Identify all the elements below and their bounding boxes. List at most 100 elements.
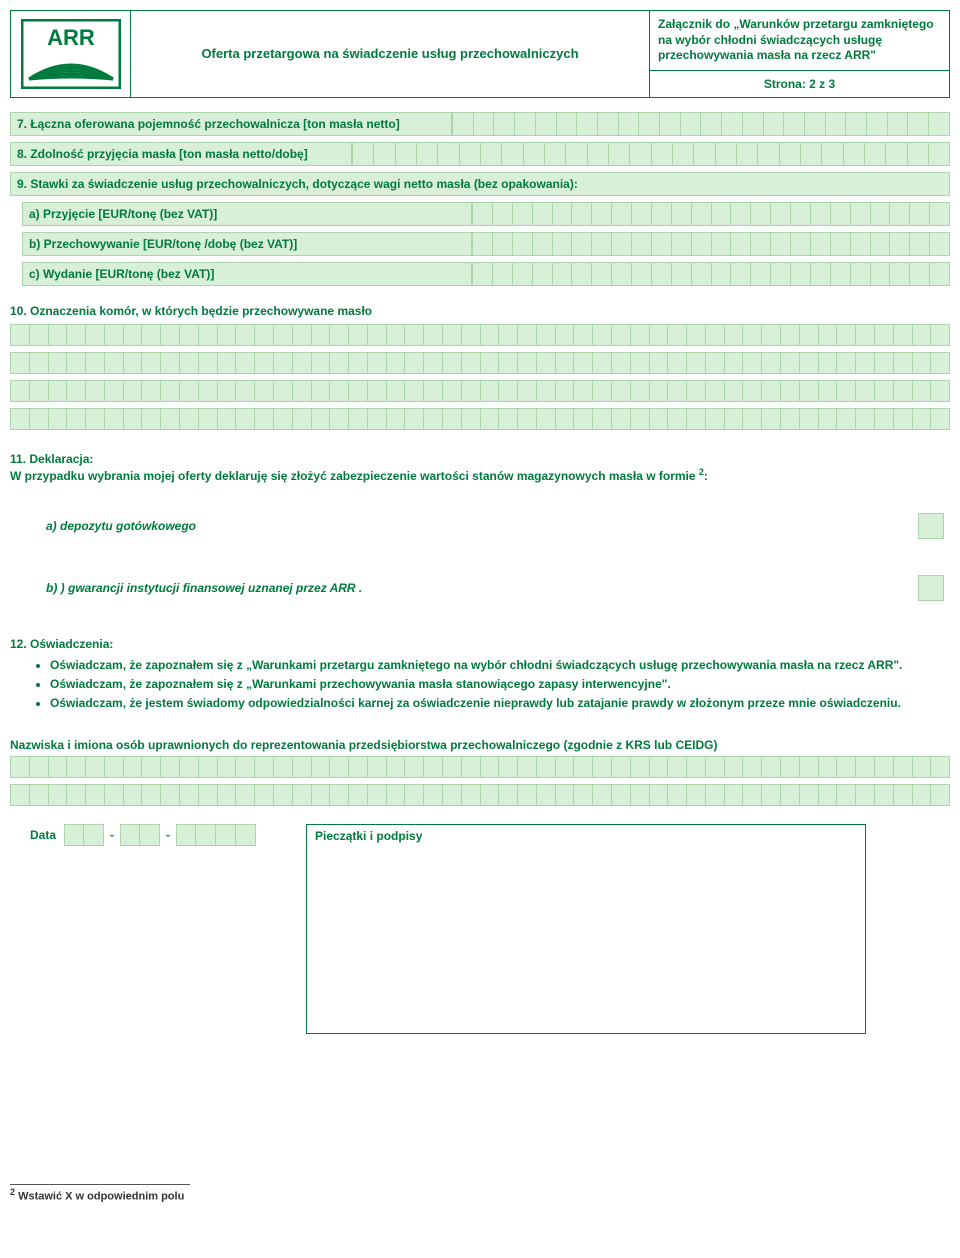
input-cell[interactable] (481, 380, 500, 402)
input-cell[interactable] (481, 408, 500, 430)
input-cell[interactable] (894, 756, 913, 778)
input-cell[interactable] (124, 408, 143, 430)
input-cell[interactable] (499, 784, 518, 806)
input-cell[interactable] (443, 408, 462, 430)
input-cell[interactable] (894, 380, 913, 402)
input-cell[interactable] (668, 380, 687, 402)
input-cell[interactable] (800, 352, 819, 374)
input-cell[interactable] (180, 408, 199, 430)
input-cell[interactable] (352, 142, 374, 166)
input-cell[interactable] (930, 262, 950, 286)
input-cell[interactable] (86, 324, 105, 346)
input-cell[interactable] (236, 408, 255, 430)
input-cell[interactable] (743, 408, 762, 430)
input-cell[interactable] (908, 142, 929, 166)
input-cell[interactable] (105, 380, 124, 402)
input-cell[interactable] (598, 112, 619, 136)
input-cell[interactable] (588, 142, 609, 166)
input-cell[interactable] (743, 756, 762, 778)
input-cell[interactable] (650, 324, 669, 346)
input-cell[interactable] (865, 142, 886, 166)
input-cell[interactable] (424, 756, 443, 778)
input-cell[interactable] (886, 142, 907, 166)
input-cell[interactable] (472, 202, 493, 226)
input-cell[interactable] (180, 756, 199, 778)
input-cell[interactable] (725, 784, 744, 806)
input-cell[interactable] (124, 756, 143, 778)
input-cell[interactable] (811, 202, 831, 226)
signature-box[interactable]: Pieczątki i podpisy (306, 824, 866, 1034)
date-cell[interactable] (120, 824, 140, 846)
input-cell[interactable] (856, 352, 875, 374)
input-cell[interactable] (731, 232, 751, 256)
input-cell[interactable] (672, 262, 692, 286)
input-cell[interactable] (631, 324, 650, 346)
input-cell[interactable] (737, 142, 758, 166)
input-cell[interactable] (387, 784, 406, 806)
input-cell[interactable] (481, 352, 500, 374)
input-cell[interactable] (650, 380, 669, 402)
input-cell[interactable] (405, 408, 424, 430)
input-cell[interactable] (255, 380, 274, 402)
input-cell[interactable] (712, 232, 732, 256)
input-cell[interactable] (762, 408, 781, 430)
input-cell[interactable] (105, 756, 124, 778)
input-cell[interactable] (867, 112, 888, 136)
input-cell[interactable] (681, 112, 702, 136)
input-cell[interactable] (161, 324, 180, 346)
input-cell[interactable] (424, 380, 443, 402)
input-cell[interactable] (349, 352, 368, 374)
input-cell[interactable] (180, 380, 199, 402)
input-cell[interactable] (851, 232, 871, 256)
input-cell[interactable] (518, 784, 537, 806)
input-cell[interactable] (572, 262, 592, 286)
input-cell[interactable] (255, 324, 274, 346)
input-cell[interactable] (417, 142, 438, 166)
input-cell[interactable] (913, 756, 932, 778)
input-cell[interactable] (443, 324, 462, 346)
input-cell[interactable] (875, 324, 894, 346)
input-cell[interactable] (557, 112, 578, 136)
input-cell[interactable] (781, 352, 800, 374)
date-cell[interactable] (140, 824, 160, 846)
input-cell[interactable] (481, 142, 502, 166)
input-cell[interactable] (293, 408, 312, 430)
input-cell[interactable] (931, 784, 950, 806)
date-cell[interactable] (216, 824, 236, 846)
input-cell[interactable] (725, 324, 744, 346)
input-cell[interactable] (124, 352, 143, 374)
input-cell[interactable] (49, 784, 68, 806)
field-8-cells[interactable] (352, 142, 950, 166)
input-cell[interactable] (831, 202, 851, 226)
input-cell[interactable] (236, 380, 255, 402)
input-cell[interactable] (124, 784, 143, 806)
input-cell[interactable] (888, 112, 909, 136)
input-cell[interactable] (533, 202, 553, 226)
input-cell[interactable] (537, 352, 556, 374)
input-cell[interactable] (706, 408, 725, 430)
input-cell[interactable] (837, 352, 856, 374)
input-cell[interactable] (762, 380, 781, 402)
input-cell[interactable] (30, 756, 49, 778)
input-cell[interactable] (701, 112, 722, 136)
input-cell[interactable] (499, 408, 518, 430)
input-cell[interactable] (553, 262, 573, 286)
input-cell[interactable] (631, 380, 650, 402)
input-cell[interactable] (631, 352, 650, 374)
input-cell[interactable] (652, 232, 672, 256)
input-cell[interactable] (780, 142, 801, 166)
input-cell[interactable] (518, 380, 537, 402)
input-cell[interactable] (424, 408, 443, 430)
input-cell[interactable] (368, 324, 387, 346)
input-cell[interactable] (890, 262, 910, 286)
input-cell[interactable] (639, 112, 660, 136)
input-cell[interactable] (762, 784, 781, 806)
date-cell[interactable] (176, 824, 196, 846)
input-cell[interactable] (612, 756, 631, 778)
input-cell[interactable] (387, 756, 406, 778)
input-cell[interactable] (86, 408, 105, 430)
input-cell[interactable] (10, 756, 30, 778)
input-cell[interactable] (86, 756, 105, 778)
input-cell[interactable] (592, 232, 612, 256)
input-cell[interactable] (10, 380, 30, 402)
